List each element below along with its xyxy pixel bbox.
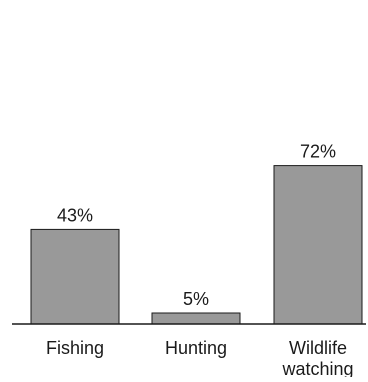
category-label-wildlife-watching: Wildlife watching	[281, 338, 353, 377]
bar-hunting	[151, 312, 241, 325]
category-label-fishing: Fishing	[46, 338, 104, 358]
data-label-hunting: 5%	[183, 289, 209, 309]
bars-group	[30, 165, 363, 325]
data-label-wildlife-watching: 72%	[300, 142, 336, 162]
data-labels-group: 43% 5% 72%	[57, 142, 336, 309]
category-label-hunting: Hunting	[165, 338, 227, 358]
bar-wildlife-watching	[273, 165, 363, 325]
category-labels-group: Fishing Hunting Wildlife watching	[46, 338, 354, 379]
data-label-fishing: 43%	[57, 205, 93, 225]
bar-fishing	[30, 228, 120, 325]
